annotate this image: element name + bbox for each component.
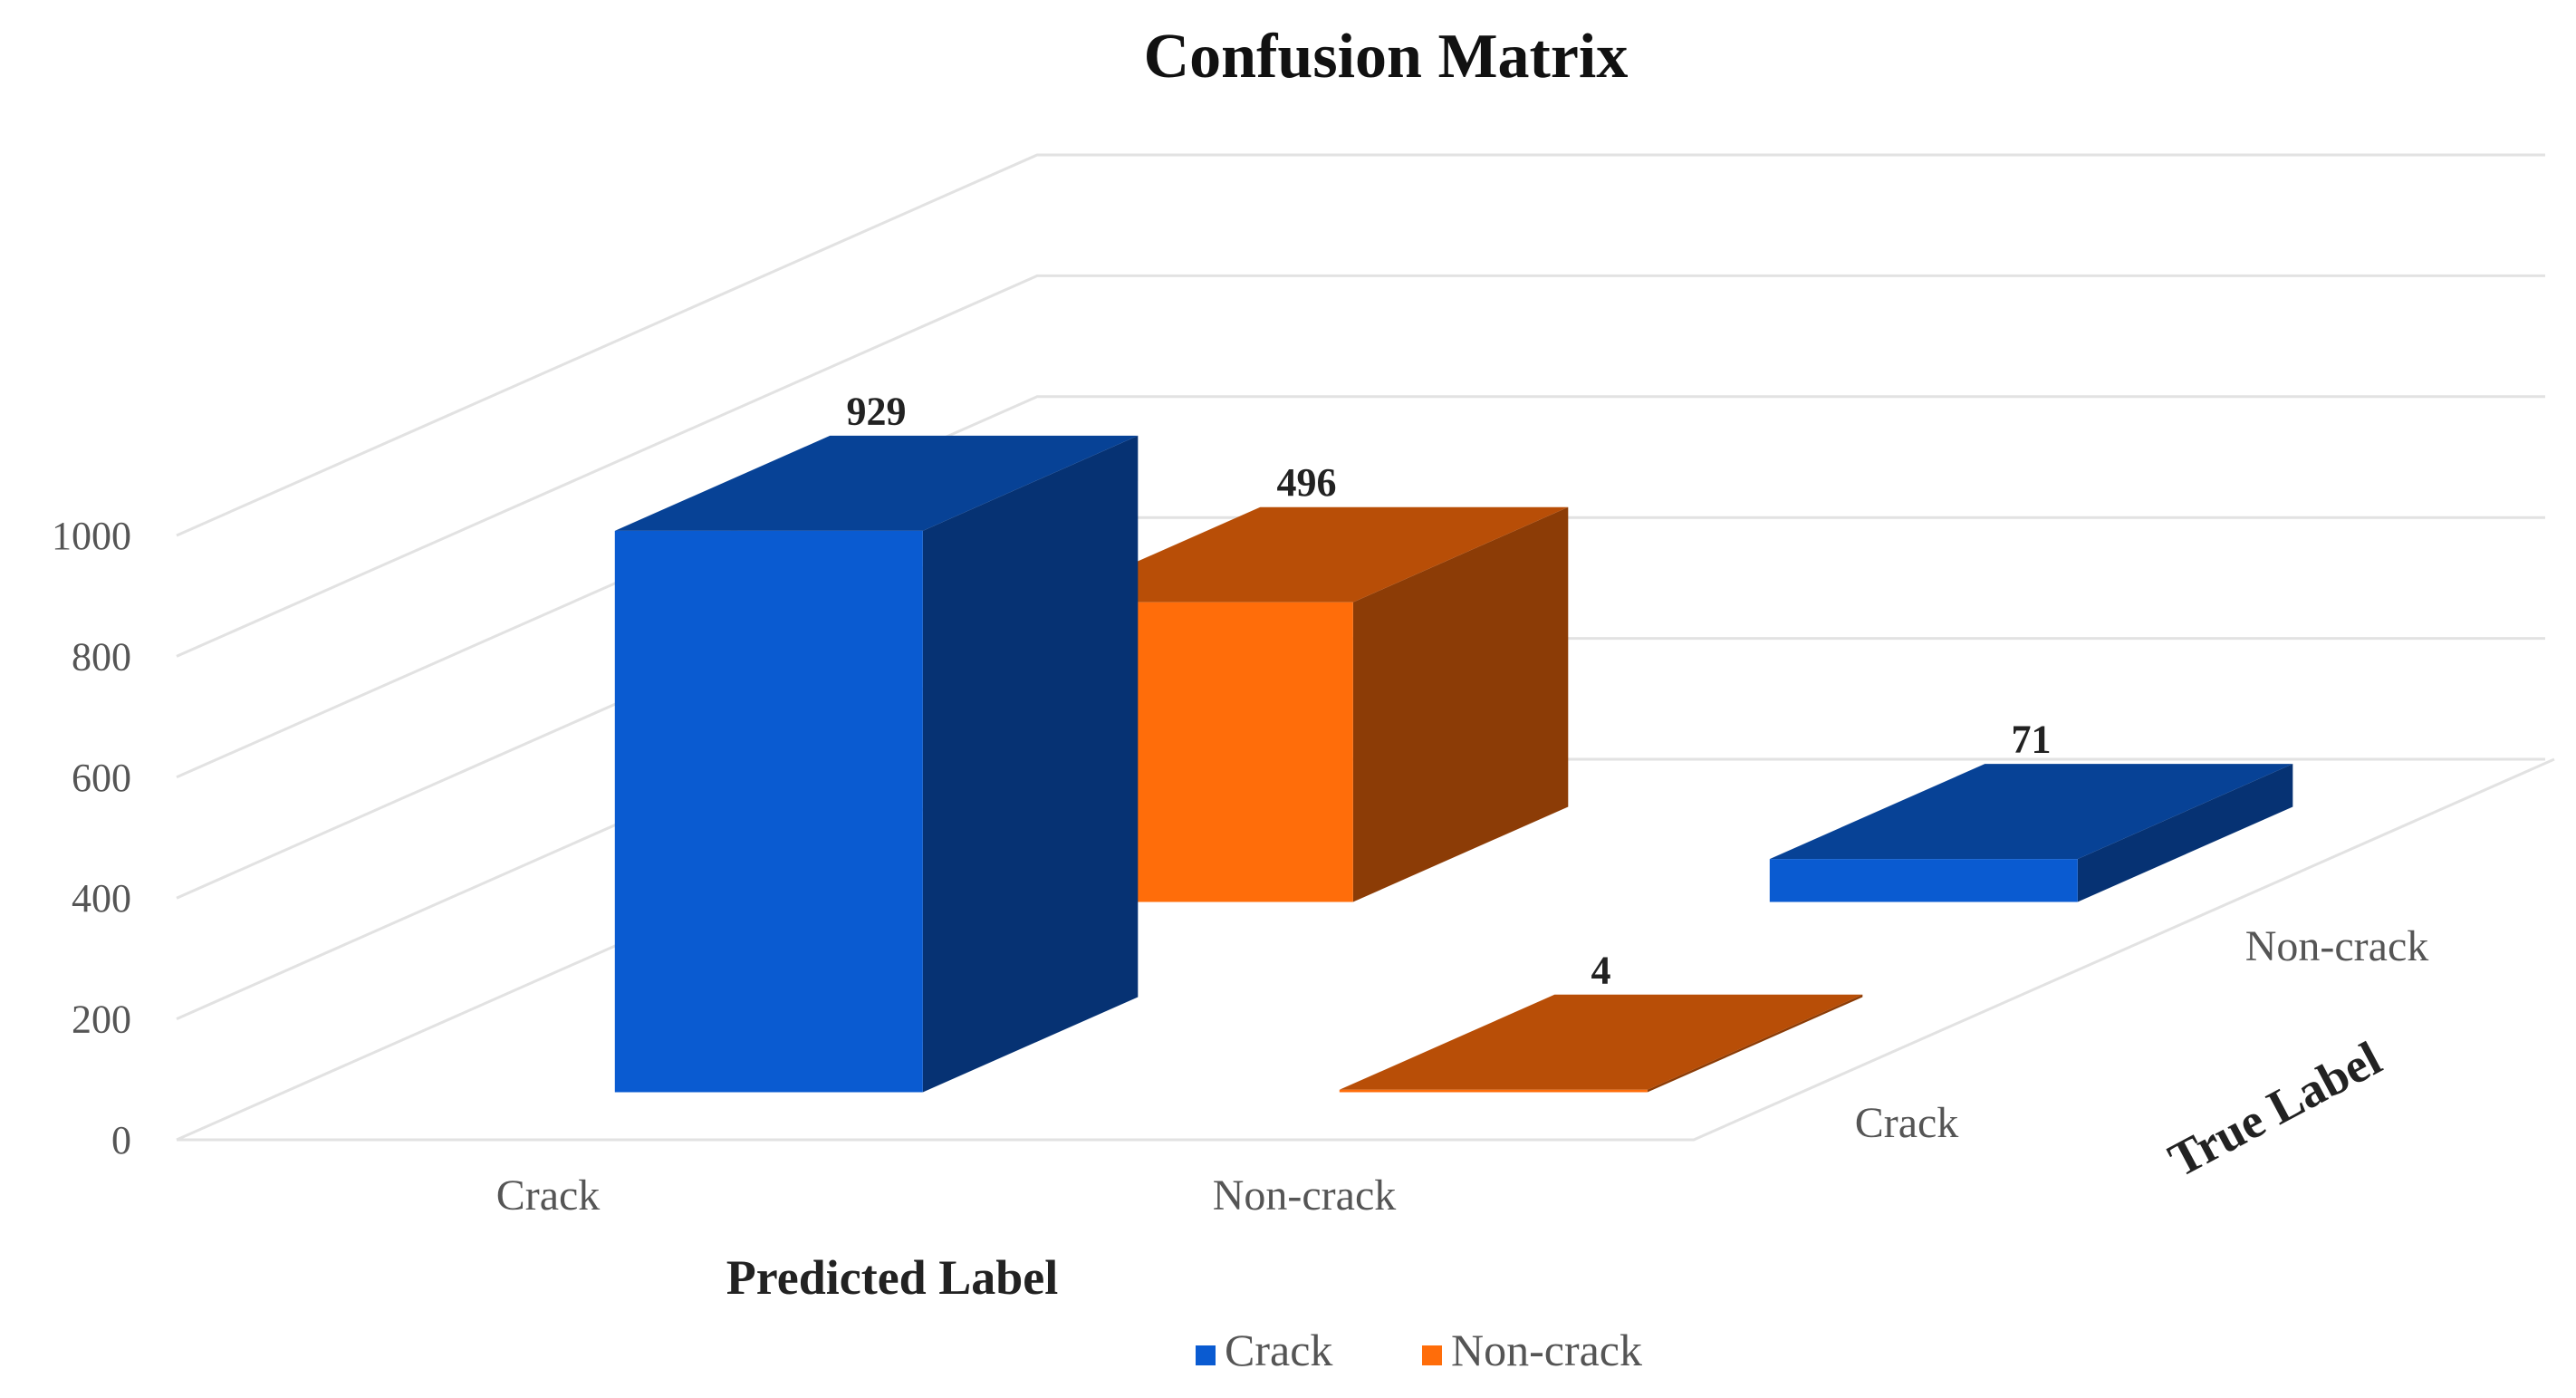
depth-category-label: Non-crack [2245, 922, 2429, 970]
y-tick-label: 600 [72, 756, 131, 800]
y-tick-label: 1000 [52, 514, 131, 558]
legend: Crack Non-crack [1196, 1325, 1642, 1375]
bar-top-face [1044, 506, 1569, 603]
bar-front-face [1339, 1089, 1648, 1093]
data-label: 4 [1591, 948, 1611, 992]
bars-layer [614, 435, 2293, 1093]
bar-side-face [1647, 994, 1863, 1093]
chart-title: Confusion Matrix [1144, 22, 1629, 92]
y-tick-label: 400 [72, 876, 131, 921]
legend-label: Crack [1225, 1325, 1332, 1375]
bar-front-face [1769, 859, 2078, 902]
bar-top-face [1769, 764, 2293, 860]
gridline [176, 153, 2545, 537]
gridline [176, 395, 2545, 779]
bar-top-face [1339, 994, 1863, 1090]
data-label: 929 [847, 389, 907, 433]
bar-crack-crack [614, 435, 1139, 1093]
legend-label: Non-crack [1451, 1325, 1642, 1375]
bar-non-crack-non-crack [1339, 994, 1863, 1093]
y-tick-label: 200 [72, 998, 131, 1042]
gridline [176, 274, 2545, 658]
legend-swatch [1422, 1345, 1442, 1365]
x-category-label: Crack [496, 1171, 601, 1220]
data-label: 496 [1277, 460, 1337, 505]
bar-side-face [922, 435, 1139, 1093]
x-category-label: Non-crack [1213, 1171, 1397, 1220]
data-label: 71 [2012, 718, 2052, 762]
z-axis-title: True Label [2160, 1031, 2390, 1188]
y-tick-label: 800 [72, 634, 131, 679]
bar-side-face [2077, 764, 2293, 902]
floor-edge [177, 757, 2555, 1142]
bar-front-face [614, 530, 923, 1093]
bar-crack-non-crack [1769, 764, 2293, 902]
bar-top-face [614, 435, 1139, 531]
depth-category-label: Crack [1855, 1099, 1959, 1147]
legend-swatch [1196, 1345, 1216, 1365]
x-axis-title: Predicted Label [726, 1250, 1058, 1305]
y-tick-label: 0 [111, 1118, 131, 1162]
bar-side-face [1352, 506, 1569, 902]
